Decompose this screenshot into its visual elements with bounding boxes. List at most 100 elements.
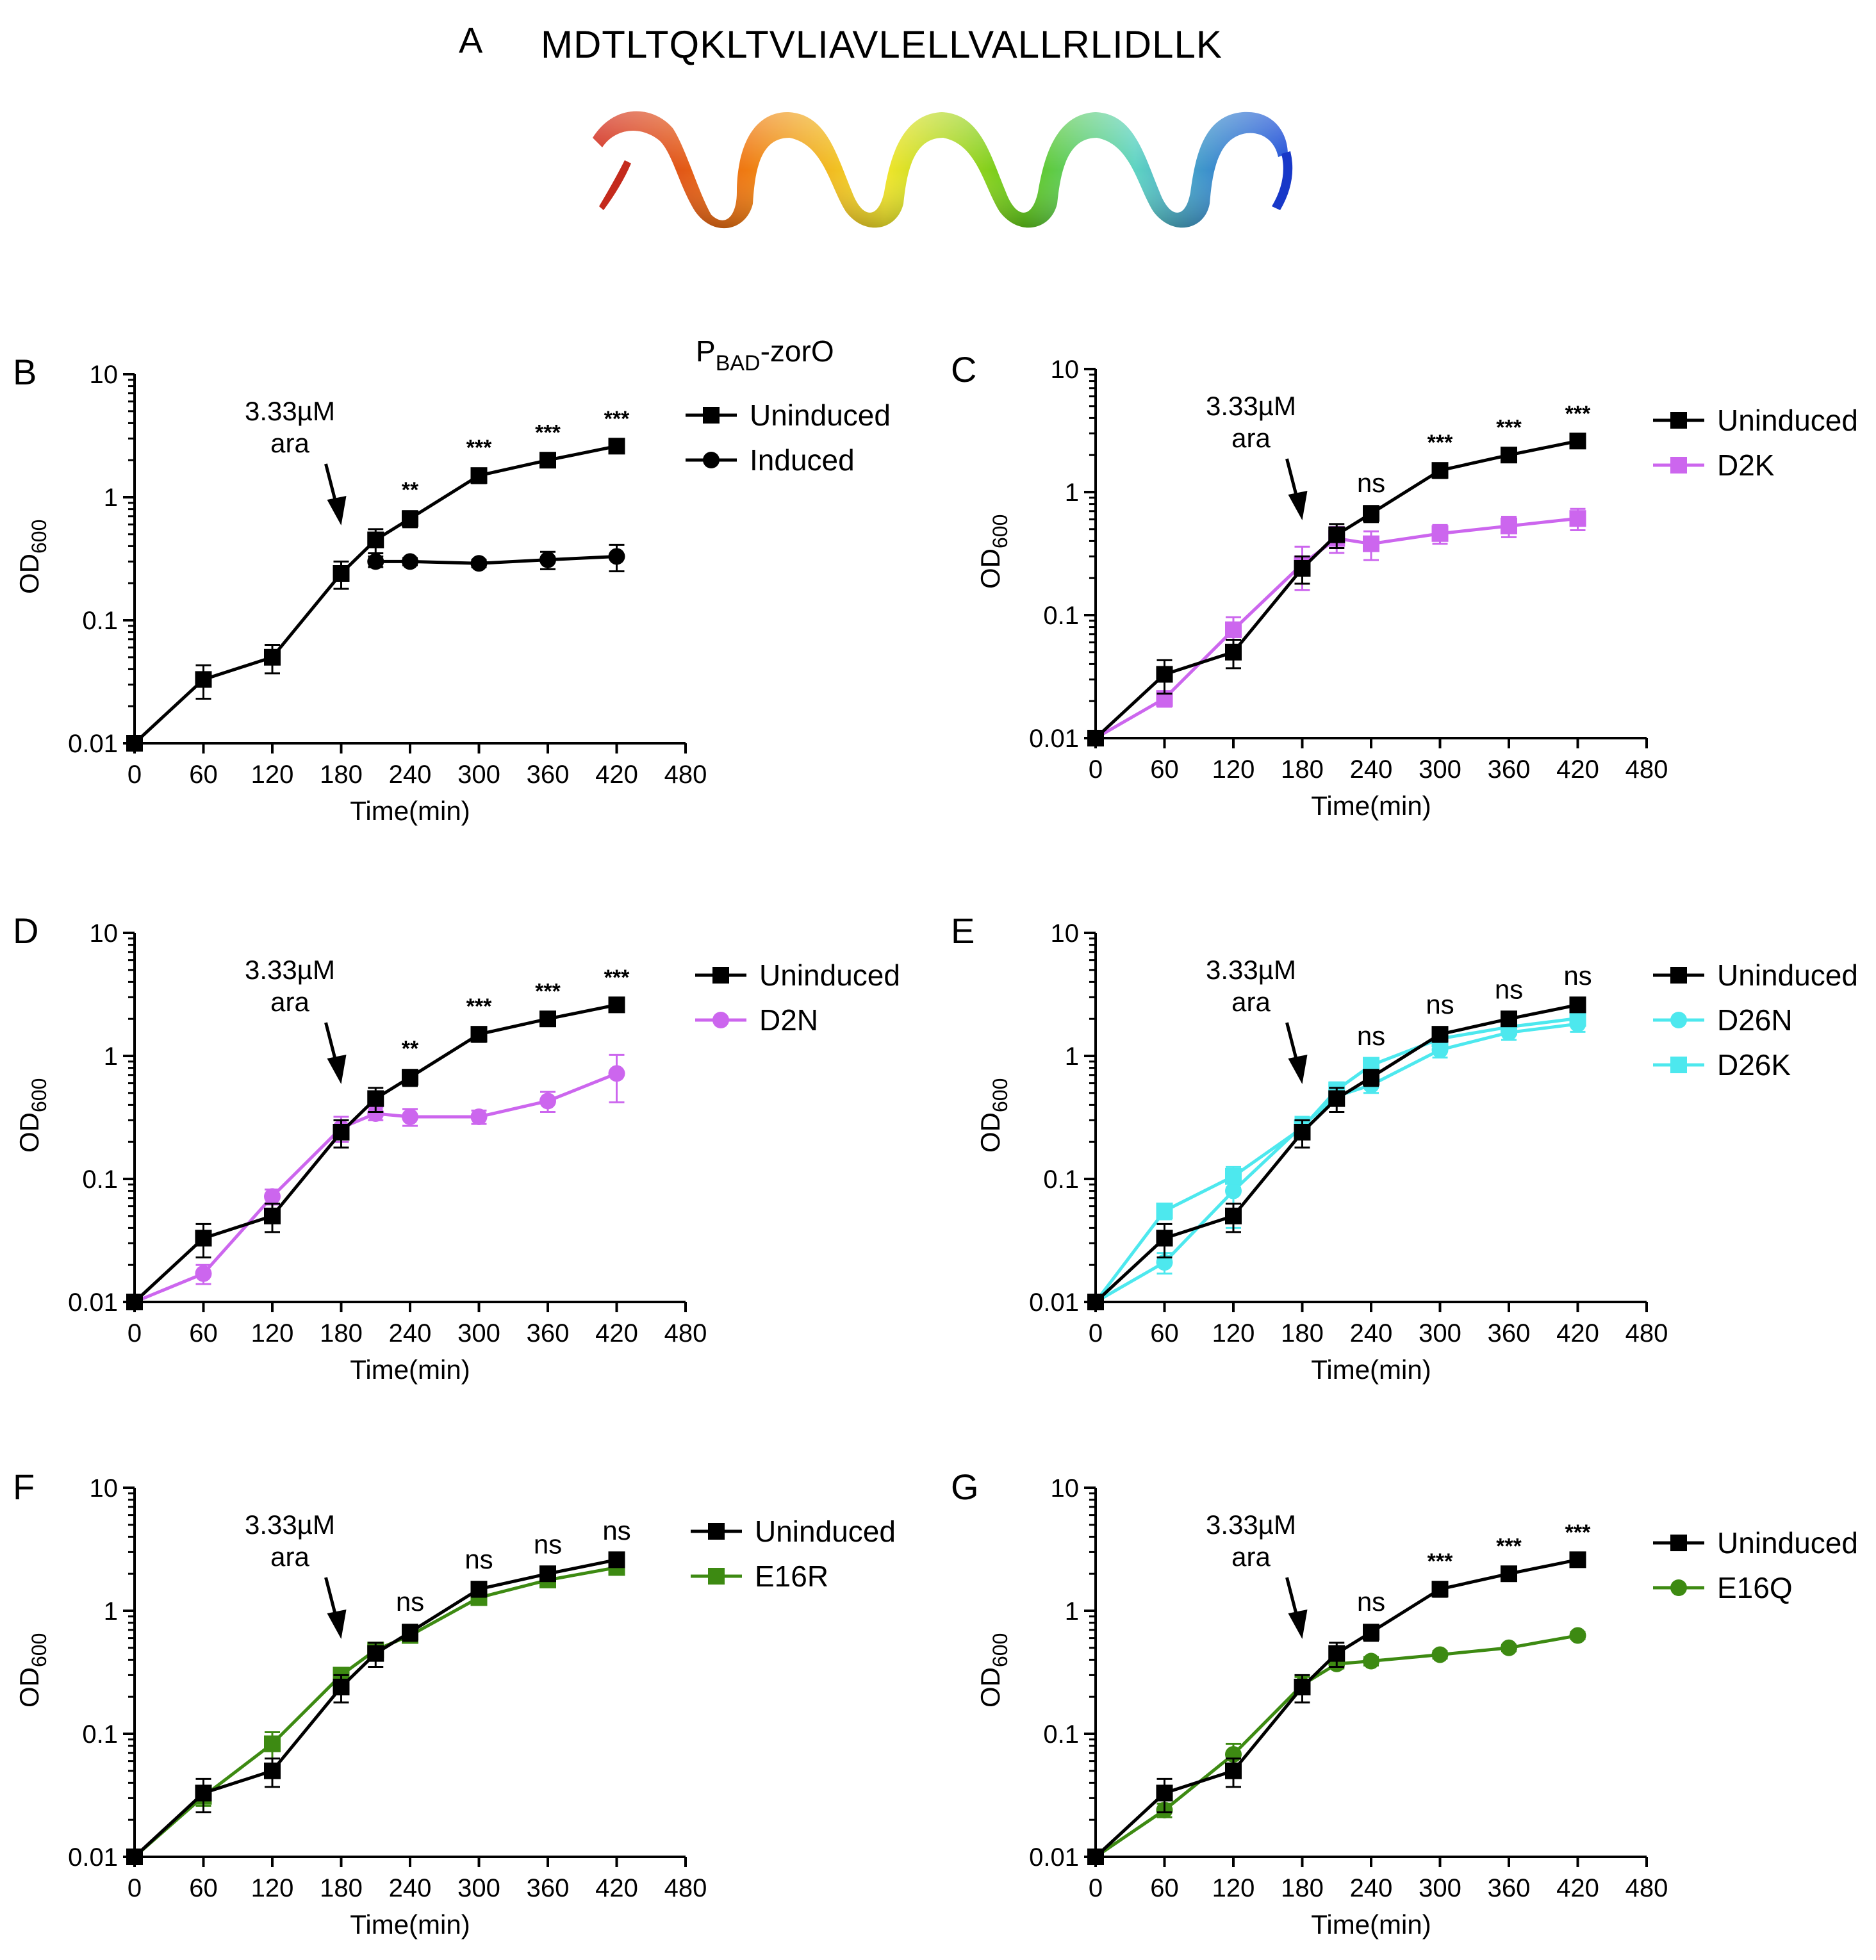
panel-f-legend-marker xyxy=(708,1568,725,1585)
panel-b-arrow-head xyxy=(327,496,347,525)
panel-e-legend: Uninduced D26N D26K xyxy=(1653,959,1858,1082)
panel-g-x-tick-label: 420 xyxy=(1556,1874,1599,1902)
panel-b-legend-label: Induced xyxy=(750,443,855,477)
panel-e-legend-item: Uninduced xyxy=(1653,959,1858,992)
panel-d-y-axis-title: OD600 xyxy=(14,1078,51,1153)
panel-b-point-induced xyxy=(470,555,488,572)
panel-b-point-uninduced xyxy=(126,735,143,752)
panel-b-legend-label: Uninduced xyxy=(750,399,891,432)
panel-b-legend-marker xyxy=(703,452,720,468)
panel-e-legend-label: D26N xyxy=(1717,1003,1793,1037)
panel-b-point-uninduced xyxy=(333,564,350,582)
panel-d-point-uninduced xyxy=(608,996,625,1014)
panel-c-point-uninduced xyxy=(1569,432,1586,450)
panel-b-significance-label: ** xyxy=(402,478,419,502)
panel-d-legend-item: D2N xyxy=(695,1003,818,1037)
panel-d-point-uninduced xyxy=(333,1123,350,1141)
panel-g-x-tick-label: 120 xyxy=(1212,1874,1255,1902)
panel-e-y-axis-title: OD600 xyxy=(975,1078,1012,1153)
panel-g-point-uninduced xyxy=(1363,1624,1379,1641)
panel-b-legend-item: Induced xyxy=(686,443,855,477)
panel-g-legend-item: Uninduced xyxy=(1653,1526,1858,1560)
panel-c-x-tick-label: 360 xyxy=(1488,755,1531,784)
panel-b-x-tick-label: 180 xyxy=(320,761,363,789)
panel-g-point-uninduced xyxy=(1294,1678,1311,1695)
panel-d-point-uninduced xyxy=(402,1069,418,1086)
panel-d-significance-label: *** xyxy=(535,979,561,1003)
panel-e-arrow-label-line1: 3.33µM xyxy=(1206,955,1296,985)
panel-g-chart: G 0 60 120 180 240 300 360 420 480 0.01 0.1 1 10 Time(… xyxy=(951,1467,1858,1939)
panel-g-x-axis-title: Time(min) xyxy=(1311,1909,1431,1939)
panel-c-significance-label: *** xyxy=(1496,415,1522,440)
panel-g-significance-label: *** xyxy=(1496,1534,1522,1558)
panel-g-point-e16q xyxy=(1569,1627,1586,1644)
panel-g-x-tick-label: 0 xyxy=(1089,1874,1103,1902)
panel-e-y-tick-label: 0.01 xyxy=(1029,1289,1079,1317)
panel-g-point-uninduced xyxy=(1501,1565,1517,1583)
panel-c-point-d2k xyxy=(1225,621,1242,638)
panel-f-point-uninduced xyxy=(402,1624,418,1641)
panel-b-arrow-label-line2: ara xyxy=(270,428,309,458)
panel-b-x-tick-label: 300 xyxy=(457,761,500,789)
panel-c-arrow-label-line2: ara xyxy=(1231,423,1271,453)
panel-f-significance-label: ns xyxy=(602,1515,630,1545)
panel-b-x-axis-title: Time(min) xyxy=(350,796,470,826)
panel-b-arrow-label-line1: 3.33µM xyxy=(245,396,335,426)
panel-f-y-tick-label: 1 xyxy=(104,1597,118,1626)
panel-b-x-tick-label: 120 xyxy=(251,761,294,789)
panel-e-point-uninduced xyxy=(1431,1026,1449,1043)
panel-e-x-tick-label: 240 xyxy=(1350,1319,1393,1347)
panel-c-point-uninduced xyxy=(1328,526,1345,543)
panel-c-y-axis-title: OD600 xyxy=(975,515,1012,589)
panel-f-point-uninduced xyxy=(539,1565,556,1583)
panel-b-significance-label: *** xyxy=(466,436,492,460)
panel-e-y-tick-label: 1 xyxy=(1065,1042,1079,1071)
panel-e-arrow-head xyxy=(1288,1055,1308,1084)
panel-c-x-tick-label: 120 xyxy=(1212,755,1255,784)
panel-e-x-tick-label: 120 xyxy=(1212,1319,1255,1347)
panel-c-point-uninduced xyxy=(1087,730,1104,746)
panel-d-point-d2n xyxy=(608,1065,625,1082)
panel-b-point-uninduced xyxy=(195,671,212,688)
panel-g-point-e16q xyxy=(1363,1652,1379,1670)
panel-g-x-tick-label: 180 xyxy=(1281,1874,1324,1902)
panel-a-letter: A xyxy=(459,20,483,60)
panel-d-legend-label: D2N xyxy=(759,1003,818,1037)
panel-e-significance-label: ns xyxy=(1563,960,1592,991)
panel-d-series-d2n xyxy=(126,1053,625,1310)
panel-d-point-uninduced xyxy=(126,1294,143,1310)
panel-d-point-d2n xyxy=(367,1105,384,1122)
panel-g-point-uninduced xyxy=(1087,1849,1104,1865)
panel-d-point-uninduced xyxy=(264,1207,281,1224)
panel-f-chart: F 0 60 120 180 240 300 360 420 480 0.01 0.1 1 10 Time(… xyxy=(13,1467,896,1939)
panel-c-letter: C xyxy=(951,349,976,390)
panel-e-significance-label: ns xyxy=(1426,989,1454,1019)
panel-b-y-tick-label: 1 xyxy=(104,484,118,512)
panel-f-legend-marker xyxy=(708,1523,725,1540)
panel-e-point-uninduced xyxy=(1569,996,1586,1014)
panel-c-significance-label: *** xyxy=(1565,402,1591,426)
panel-d-chart: D 0 60 120 180 240 300 360 420 480 0.01 0.1 1 10 Time(… xyxy=(13,910,900,1385)
panel-b-legend-title: PBAD-zorO xyxy=(696,334,834,375)
panel-g-significance-label: ns xyxy=(1357,1586,1385,1617)
panel-c-significance-label: *** xyxy=(1428,431,1453,455)
panel-c-point-uninduced xyxy=(1294,559,1311,577)
panel-e-y-tick-label: 10 xyxy=(1051,919,1080,948)
panel-c-point-uninduced xyxy=(1225,643,1242,661)
panel-e-point-uninduced xyxy=(1225,1207,1242,1224)
panel-d-series-uninduced xyxy=(126,996,625,1310)
panel-b-y-tick-label: 0.01 xyxy=(68,730,118,758)
panel-c-y-tick-label: 0.1 xyxy=(1043,602,1079,630)
panel-d-letter: D xyxy=(13,910,38,951)
panel-f-point-uninduced xyxy=(126,1849,143,1865)
panel-d-significance-label: ** xyxy=(402,1037,419,1061)
panel-f-x-tick-label: 360 xyxy=(527,1874,570,1902)
panel-e-point-uninduced xyxy=(1156,1230,1173,1247)
panel-d-significance-label: *** xyxy=(466,994,492,1019)
panel-b-point-uninduced xyxy=(470,467,488,484)
panel-e-legend-label: Uninduced xyxy=(1717,959,1858,992)
panel-e-significance-label: ns xyxy=(1357,1021,1385,1051)
panel-c-legend-label: D2K xyxy=(1717,449,1775,482)
panel-f-series-uninduced xyxy=(126,1551,625,1865)
